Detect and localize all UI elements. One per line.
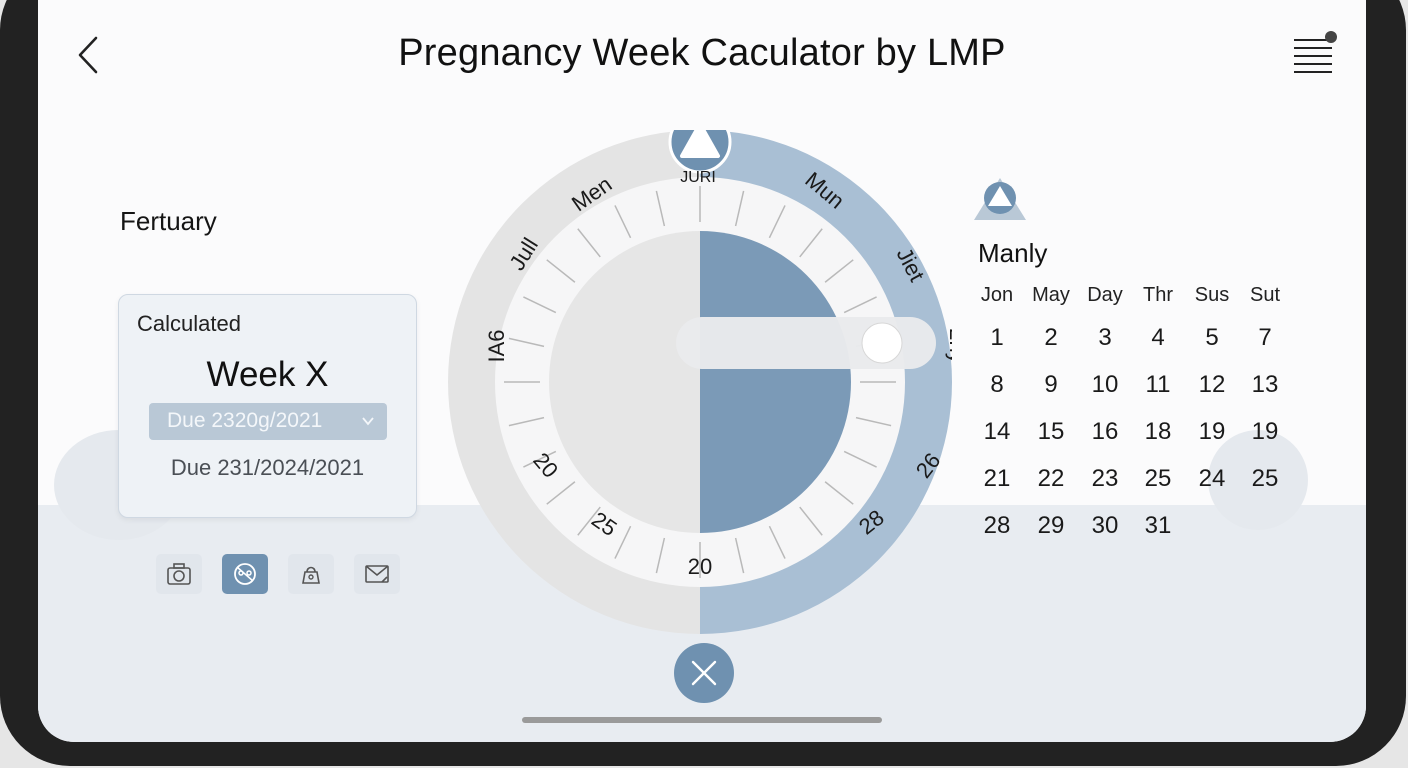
bag-icon — [302, 566, 320, 584]
dial-tick — [614, 205, 632, 239]
dial-tick — [799, 506, 823, 536]
dial-tick — [734, 537, 745, 574]
dial-tick — [824, 481, 854, 505]
camera-icon — [167, 563, 191, 585]
due-date-text: Due 231/2024/2021 — [170, 455, 365, 480]
calendar-day[interactable]: 12 — [1198, 371, 1226, 398]
dial-tick — [614, 525, 632, 559]
dial-tick — [546, 481, 576, 505]
month-label: Fertuary — [120, 206, 217, 236]
dial-tick — [855, 416, 892, 427]
dial-tick — [655, 190, 666, 227]
mail-icon — [365, 565, 389, 583]
menu-notification-icon — [1294, 31, 1337, 73]
calendar-weekday-header: May — [1032, 284, 1070, 306]
close-button[interactable] — [674, 643, 734, 703]
mail-button[interactable] — [354, 554, 400, 594]
calendar-day[interactable]: 5 — [1205, 324, 1219, 351]
calendar-day[interactable]: 31 — [1144, 512, 1172, 539]
chevron-left-icon — [78, 36, 98, 74]
back-button[interactable] — [70, 30, 110, 80]
baby-icon — [234, 563, 256, 585]
calendar-day[interactable]: 15 — [1037, 418, 1065, 445]
calendar-weekday-header: Sus — [1194, 284, 1230, 306]
triangle-logo-icon — [974, 178, 1026, 220]
dial-label-ia6: IA6 — [484, 329, 509, 362]
calendar-day[interactable]: 11 — [1145, 371, 1171, 398]
calendar-day[interactable]: 9 — [1044, 371, 1058, 398]
calendar-day[interactable]: 3 — [1098, 324, 1112, 351]
calendar-day[interactable]: 10 — [1091, 371, 1119, 398]
dial-label-juri: JURI — [680, 169, 716, 186]
calendar-weekday-header: Jon — [980, 284, 1014, 306]
calendar-day[interactable]: 25 — [1251, 465, 1279, 492]
dial-tick — [523, 296, 557, 314]
dial-tick — [577, 506, 601, 536]
calendar-day[interactable]: 21 — [983, 465, 1011, 492]
chevron-down-icon — [362, 417, 374, 426]
calendar-day[interactable]: 29 — [1037, 512, 1065, 539]
page-title: Pregnancy Week Caculator by LMP — [398, 32, 1006, 74]
card-label: Calculated — [137, 311, 241, 336]
calendar-day[interactable]: 7 — [1258, 324, 1272, 351]
calendar-weekday-header: Sut — [1249, 284, 1281, 306]
dial-tick — [523, 450, 557, 468]
baby-button[interactable] — [222, 554, 268, 594]
calendar-day[interactable]: 4 — [1151, 324, 1165, 351]
dial-tick — [768, 525, 786, 559]
calendar-day[interactable]: 30 — [1091, 512, 1119, 539]
dial-label-2ny: 2ny — [945, 328, 952, 363]
app-screen: Pregnancy Week Caculator by LMP Fertuary… — [38, 0, 1366, 742]
calendar-day[interactable]: 23 — [1091, 465, 1119, 492]
calendar-day[interactable]: 25 — [1144, 465, 1172, 492]
dial-tick — [799, 228, 823, 258]
dial-label-20-bottom: 20 — [688, 554, 712, 579]
calendar-title: Manly — [978, 238, 1048, 268]
dial-tick — [843, 296, 877, 314]
calendar-day[interactable]: 19 — [1198, 418, 1226, 445]
week-result: Week X — [206, 355, 329, 394]
bag-button[interactable] — [288, 554, 334, 594]
calendar-day[interactable]: 1 — [990, 324, 1004, 351]
calendar-day[interactable]: 24 — [1198, 465, 1226, 492]
calendar-day[interactable]: 18 — [1144, 418, 1172, 445]
week-dial[interactable]: Men JURI Mun Jiet 2ny Jull IA6 20 25 20 … — [448, 130, 952, 634]
due-date-select[interactable]: Due 2320g/2021 — [149, 403, 387, 440]
dial-tick — [843, 450, 877, 468]
calendar-weekday-header: Day — [1087, 284, 1123, 306]
dial-tick — [508, 416, 545, 427]
top-marker[interactable] — [668, 130, 732, 174]
calendar-day[interactable]: 8 — [990, 371, 1004, 398]
dial-tick — [577, 228, 601, 258]
calendar-day[interactable]: 22 — [1037, 465, 1065, 492]
calculated-card: Calculated Week X Due 2320g/2021 Due 231… — [118, 294, 417, 518]
close-icon — [691, 660, 717, 686]
inner-disc — [549, 231, 851, 533]
week-slider-knob[interactable] — [861, 322, 903, 364]
background-blob-right — [1208, 430, 1308, 530]
dial-tick — [655, 537, 666, 574]
tick-marks — [504, 186, 896, 578]
dial-tick — [508, 337, 545, 348]
calendar-day[interactable]: 19 — [1251, 418, 1279, 445]
dial-tick — [768, 205, 786, 239]
dial-tick — [734, 190, 745, 227]
menu-button[interactable] — [1288, 30, 1338, 80]
calendar-day[interactable]: 16 — [1091, 418, 1119, 445]
due-select-value: Due 2320g/2021 — [167, 409, 323, 432]
dial-tick — [824, 259, 854, 283]
camera-button[interactable] — [156, 554, 202, 594]
triangle-icon — [680, 130, 720, 158]
calendar-day[interactable]: 13 — [1251, 371, 1279, 398]
home-indicator — [522, 717, 882, 723]
calendar-day[interactable]: 28 — [983, 512, 1011, 539]
dial-tick — [546, 259, 576, 283]
calendar-weekday-header: Thr — [1143, 284, 1173, 306]
calendar-day[interactable]: 2 — [1044, 324, 1058, 351]
calendar-day[interactable]: 14 — [983, 418, 1011, 445]
